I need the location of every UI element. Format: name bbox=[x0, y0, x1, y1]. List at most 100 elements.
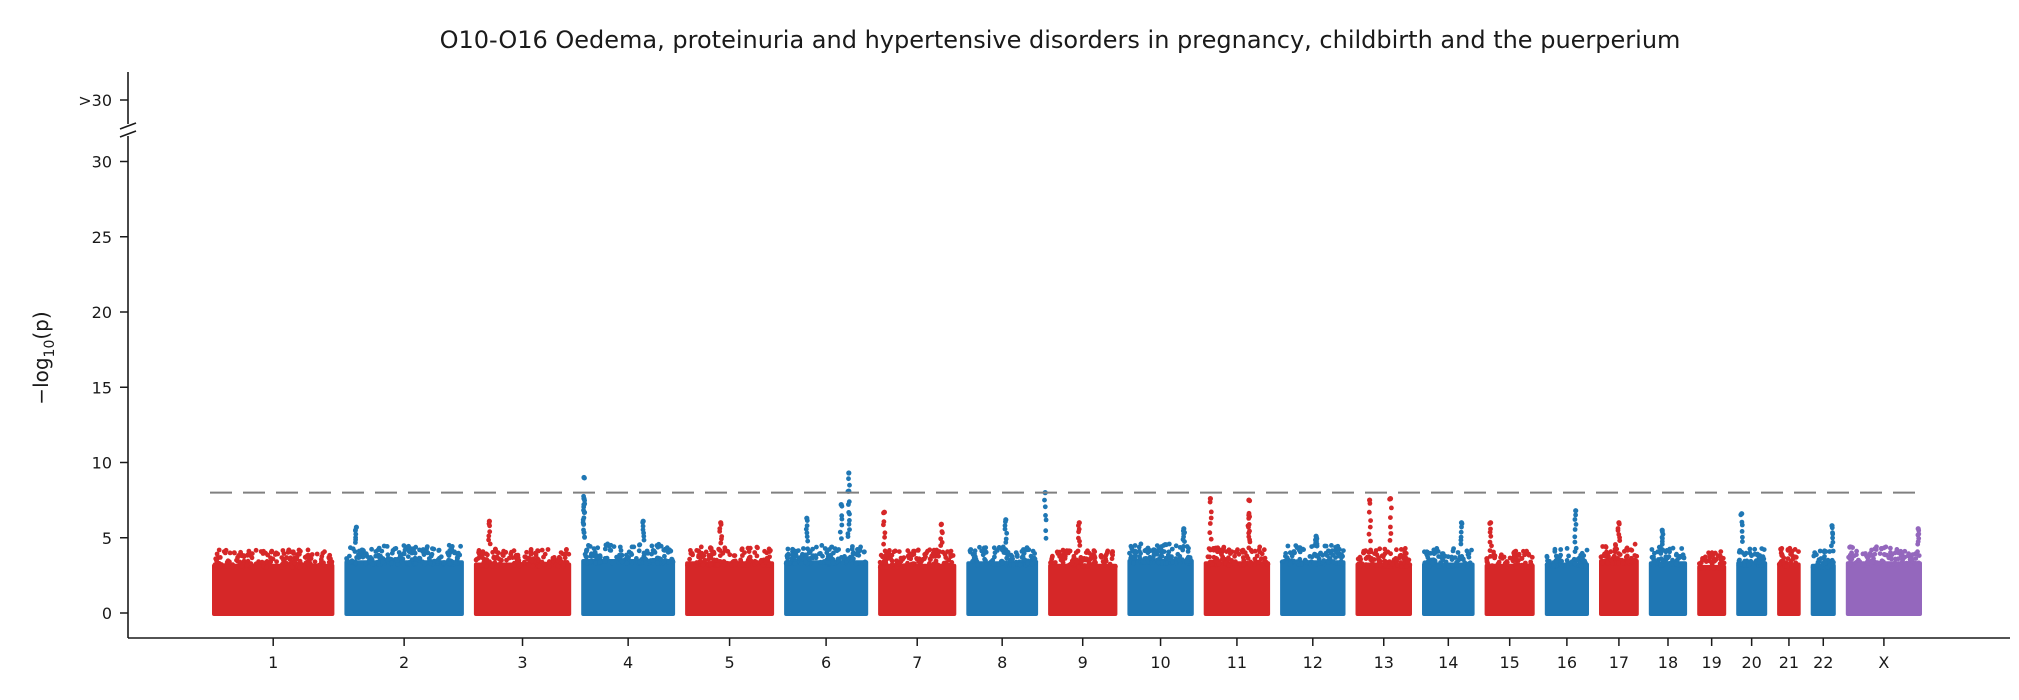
snp-point bbox=[611, 544, 617, 549]
snp-point bbox=[1678, 553, 1684, 559]
snp-point bbox=[1304, 560, 1310, 565]
snp-point bbox=[264, 564, 269, 570]
snp-point bbox=[883, 552, 889, 558]
snp-point bbox=[1504, 560, 1510, 565]
snp-point bbox=[1446, 563, 1452, 569]
snp-point bbox=[1133, 550, 1139, 556]
snp-point bbox=[279, 564, 284, 570]
snp-point bbox=[970, 559, 975, 564]
snp-point bbox=[655, 544, 661, 550]
snp-point bbox=[224, 562, 229, 568]
snp-point bbox=[1443, 559, 1449, 565]
snp-point bbox=[1455, 550, 1461, 555]
snp-point bbox=[1674, 551, 1679, 557]
snp-point bbox=[476, 548, 482, 553]
snp-point bbox=[1522, 552, 1527, 558]
snp-point bbox=[1716, 565, 1722, 571]
snp-point bbox=[1428, 550, 1433, 556]
snp-point bbox=[1163, 555, 1169, 561]
snp-point bbox=[528, 551, 534, 557]
snp-point bbox=[1311, 560, 1317, 566]
snp-point bbox=[1898, 548, 1904, 554]
snp-point bbox=[1102, 562, 1108, 568]
snp-point bbox=[1466, 561, 1471, 567]
snp-point bbox=[581, 530, 587, 535]
x-tick-label-19: 19 bbox=[1701, 653, 1721, 672]
snp-point bbox=[1793, 562, 1799, 568]
snp-point bbox=[1004, 555, 1010, 561]
snp-point bbox=[1698, 565, 1704, 571]
snp-point bbox=[1457, 562, 1463, 568]
snp-point bbox=[1208, 536, 1214, 542]
snp-point bbox=[231, 550, 237, 555]
x-tick-label-9: 9 bbox=[1078, 653, 1088, 672]
snp-point bbox=[1712, 550, 1718, 556]
snp-point bbox=[1830, 548, 1836, 554]
peak-point bbox=[1246, 512, 1252, 518]
snp-point bbox=[1830, 539, 1836, 545]
snp-point bbox=[495, 562, 501, 568]
snp-point bbox=[524, 549, 529, 555]
snp-point bbox=[1256, 559, 1262, 565]
snp-point bbox=[1385, 549, 1391, 555]
chromosome-16-points bbox=[1544, 508, 1590, 616]
snp-point bbox=[1043, 513, 1048, 518]
snp-point bbox=[1916, 531, 1922, 537]
snp-point bbox=[785, 546, 791, 552]
snp-point bbox=[1246, 534, 1252, 540]
snp-point bbox=[369, 561, 375, 567]
snp-point bbox=[393, 546, 399, 551]
snp-point bbox=[375, 559, 381, 565]
snp-point bbox=[992, 550, 998, 556]
snp-point bbox=[290, 549, 296, 555]
peak-point bbox=[581, 474, 587, 481]
snp-point bbox=[664, 545, 670, 551]
snp-point bbox=[314, 551, 320, 557]
snp-point bbox=[1029, 561, 1035, 567]
snp-point bbox=[746, 555, 752, 561]
snp-point bbox=[1052, 560, 1058, 565]
snp-point bbox=[561, 561, 566, 567]
snp-point bbox=[438, 554, 444, 560]
snp-point bbox=[649, 543, 655, 549]
x-tick-label-2: 2 bbox=[399, 653, 409, 672]
x-tick-label-7: 7 bbox=[912, 653, 922, 672]
chromosome-13-points bbox=[1355, 496, 1413, 616]
snp-point bbox=[1031, 556, 1036, 561]
chromosome-15-band bbox=[1484, 563, 1535, 616]
peak-point bbox=[486, 518, 492, 524]
y-tick-label: 25 bbox=[92, 228, 112, 247]
snp-point bbox=[1130, 547, 1135, 553]
snp-point bbox=[803, 559, 808, 565]
snp-point bbox=[1368, 538, 1373, 544]
snp-point bbox=[347, 553, 352, 559]
snp-point bbox=[373, 553, 379, 559]
snp-point bbox=[784, 552, 790, 558]
snp-point bbox=[1869, 560, 1875, 565]
snp-point bbox=[847, 511, 852, 517]
snp-point bbox=[1752, 546, 1758, 552]
snp-point bbox=[651, 548, 657, 554]
snp-point bbox=[939, 564, 945, 570]
snp-point bbox=[1176, 557, 1182, 563]
snp-point bbox=[507, 555, 512, 561]
snp-point bbox=[1321, 558, 1327, 563]
snp-point bbox=[588, 559, 593, 565]
chromosome-6-band bbox=[784, 560, 869, 616]
snp-point bbox=[345, 558, 351, 564]
snp-point bbox=[273, 550, 279, 556]
snp-point bbox=[1333, 544, 1338, 550]
snp-point bbox=[1213, 558, 1219, 564]
snp-point bbox=[1631, 558, 1637, 564]
snp-point bbox=[634, 556, 639, 561]
axes-layer: 1 2 3 4 5 6 7 8 9 10 11 12 13 14 15 16 17 18 19 20 21 22 X0510… bbox=[78, 72, 2010, 672]
snp-point bbox=[1812, 550, 1818, 555]
snp-point bbox=[814, 544, 819, 550]
snp-point bbox=[1740, 539, 1745, 544]
snp-point bbox=[500, 553, 506, 558]
snp-point bbox=[436, 547, 442, 553]
snp-point bbox=[430, 546, 435, 551]
snp-point bbox=[981, 550, 987, 556]
snp-point bbox=[449, 547, 455, 553]
snp-point bbox=[558, 550, 564, 555]
